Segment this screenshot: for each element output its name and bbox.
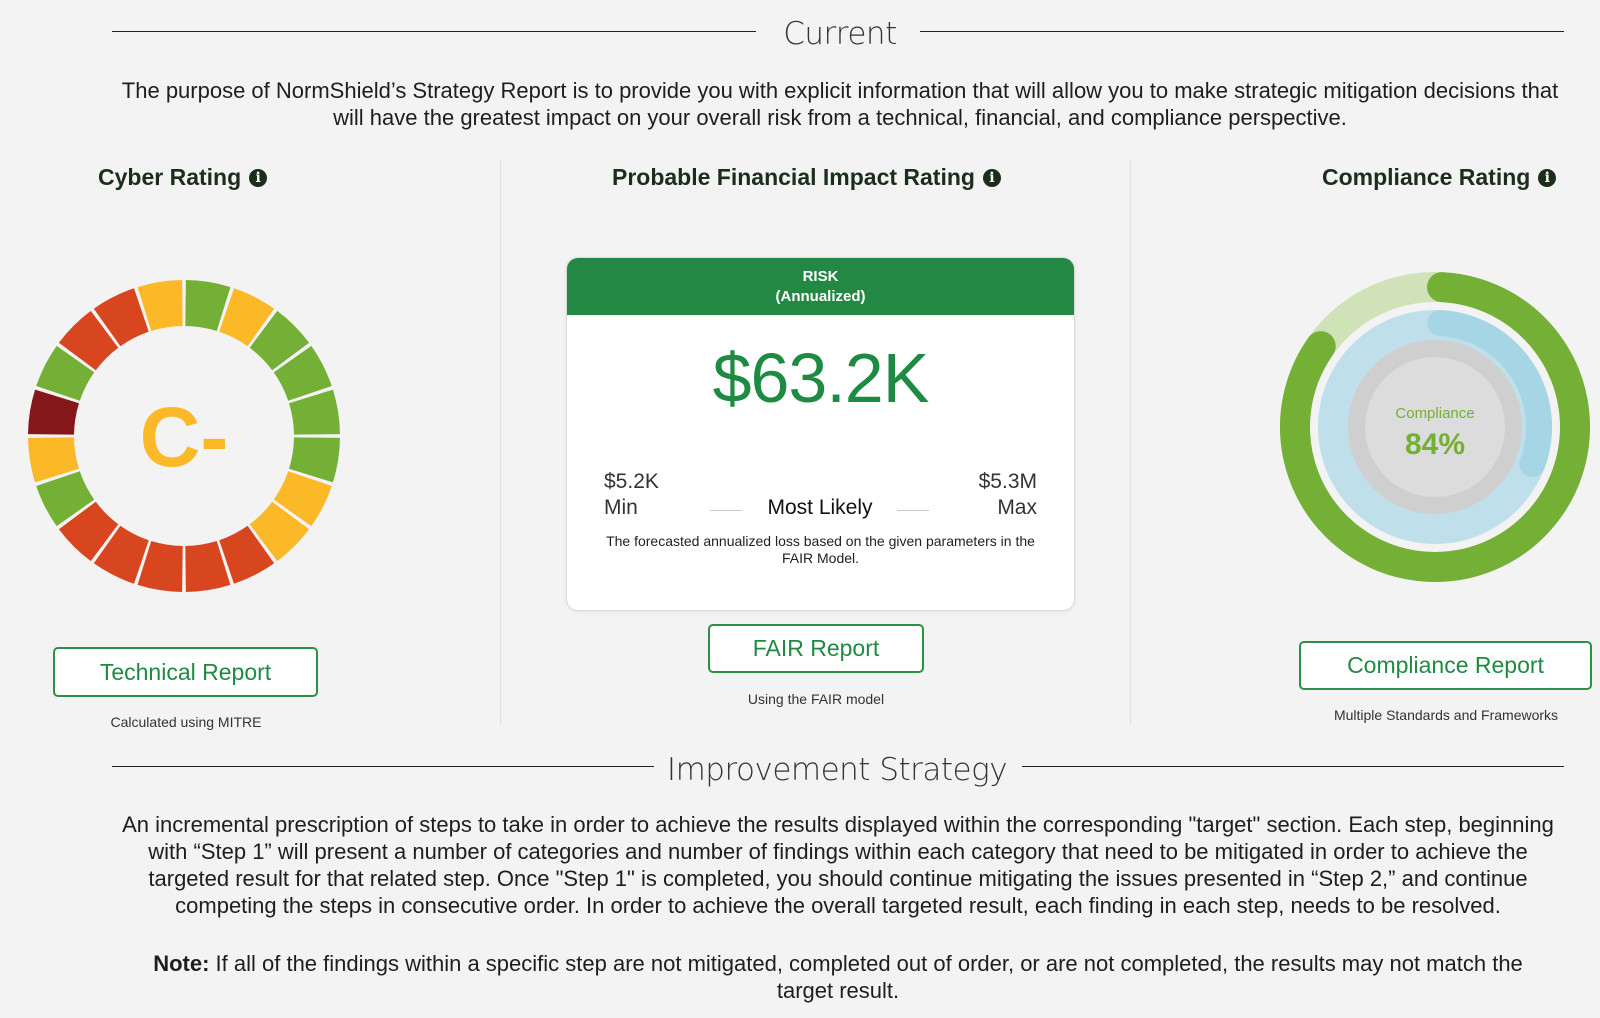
compliance-rating-label: Compliance Rating bbox=[1322, 164, 1531, 190]
donut-segment bbox=[273, 471, 332, 527]
technical-report-button[interactable]: Technical Report bbox=[53, 647, 318, 697]
donut-segment bbox=[185, 280, 231, 331]
improvement-note-label: Note: bbox=[153, 951, 210, 976]
financial-rating-title: Probable Financial Impact Rating i bbox=[612, 164, 1001, 191]
risk-card-subtitle: (Annualized) bbox=[775, 287, 866, 305]
donut-segment bbox=[28, 437, 79, 483]
donut-segment bbox=[289, 389, 340, 435]
donut-segment bbox=[185, 541, 231, 592]
risk-min-label: Min bbox=[604, 496, 638, 519]
improvement-note-text: If all of the findings within a specific… bbox=[209, 951, 1523, 1003]
improvement-rule-right bbox=[1022, 766, 1564, 767]
range-dash-right bbox=[897, 510, 929, 511]
cyber-rating-label: Cyber Rating bbox=[98, 164, 242, 190]
cyber-rating-title: Cyber Rating i bbox=[98, 164, 268, 191]
current-rule-right bbox=[920, 31, 1564, 32]
compliance-value: 84% bbox=[1405, 428, 1465, 461]
donut-segment bbox=[249, 501, 310, 562]
donut-segment bbox=[36, 345, 95, 401]
donut-segment bbox=[137, 541, 183, 592]
donut-segment bbox=[273, 345, 332, 401]
donut-segment bbox=[28, 389, 79, 435]
donut-segment bbox=[36, 471, 95, 527]
donut-segment bbox=[219, 525, 275, 584]
info-icon[interactable]: i bbox=[1538, 168, 1557, 187]
cyber-grade: C- bbox=[140, 390, 229, 484]
risk-value: $63.2K bbox=[712, 339, 930, 417]
donut-segment bbox=[93, 288, 149, 347]
cyber-rating-donut: C- bbox=[28, 280, 340, 592]
compliance-caption: Multiple Standards and Frameworks bbox=[1333, 707, 1559, 723]
donut-segment bbox=[249, 310, 310, 371]
cyber-caption: Calculated using MITRE bbox=[110, 714, 262, 730]
financial-rating-label: Probable Financial Impact Rating bbox=[612, 164, 975, 190]
fair-report-button[interactable]: FAIR Report bbox=[708, 624, 924, 673]
column-divider-left bbox=[500, 160, 501, 725]
compliance-rating-title: Compliance Rating i bbox=[1322, 164, 1557, 191]
donut-segment bbox=[137, 280, 183, 331]
improvement-rule-left bbox=[112, 766, 654, 767]
column-divider-right bbox=[1130, 160, 1131, 725]
compliance-report-button[interactable]: Compliance Report bbox=[1299, 641, 1592, 690]
improvement-description: An incremental prescription of steps to … bbox=[122, 812, 1554, 918]
compliance-gauge: Compliance 84% bbox=[1280, 272, 1590, 582]
risk-card: RISK (Annualized) $63.2K $5.2K Min Most … bbox=[566, 257, 1075, 611]
current-title: Current bbox=[783, 16, 897, 52]
compliance-label: Compliance bbox=[1395, 405, 1474, 422]
risk-max: $5.3M Max bbox=[979, 469, 1037, 521]
improvement-note: Note: If all of the findings within a sp… bbox=[128, 950, 1548, 1004]
donut-segment bbox=[58, 501, 119, 562]
current-description: The purpose of NormShield’s Strategy Rep… bbox=[121, 78, 1559, 130]
range-dash-left bbox=[710, 510, 742, 511]
improvement-title: Improvement Strategy bbox=[666, 752, 1008, 788]
risk-card-header: RISK (Annualized) bbox=[567, 258, 1074, 315]
risk-min-value: $5.2K bbox=[604, 470, 659, 493]
info-icon[interactable]: i bbox=[982, 168, 1001, 187]
info-icon[interactable]: i bbox=[249, 168, 268, 187]
compliance-outer-arc bbox=[1280, 272, 1590, 582]
donut-segment bbox=[289, 437, 340, 483]
donut-segment bbox=[58, 310, 119, 371]
current-rule-left bbox=[112, 31, 756, 32]
risk-max-value: $5.3M bbox=[978, 470, 1037, 493]
donut-segment bbox=[93, 525, 149, 584]
financial-caption: Using the FAIR model bbox=[747, 691, 885, 707]
risk-card-title: RISK bbox=[802, 267, 839, 285]
risk-note: The forecasted annualized loss based on … bbox=[606, 533, 1035, 566]
compliance-middle-arc bbox=[1427, 310, 1552, 478]
risk-min: $5.2K Min bbox=[604, 469, 659, 521]
risk-most-likely: Most Likely bbox=[767, 496, 873, 519]
risk-max-label: Max bbox=[997, 496, 1037, 519]
donut-segment bbox=[219, 288, 275, 347]
